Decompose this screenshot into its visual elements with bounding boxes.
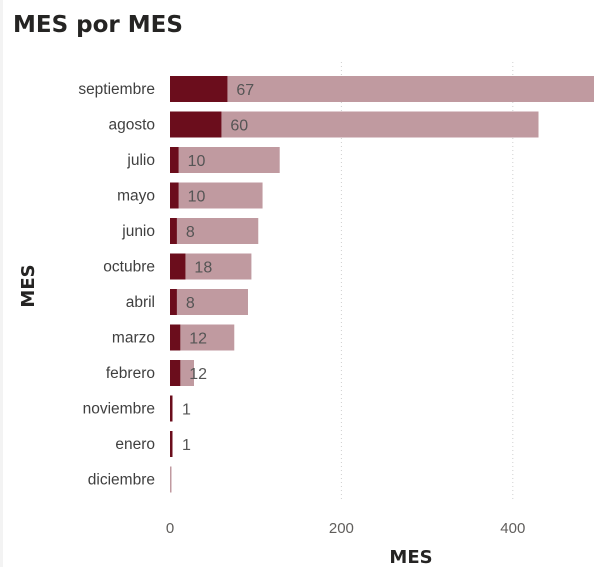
category-label-julio: julio xyxy=(126,152,155,169)
bar-bg-julio xyxy=(170,147,280,173)
category-label-agosto: agosto xyxy=(108,117,155,134)
category-label-mayo: mayo xyxy=(117,188,155,205)
category-label-enero: enero xyxy=(115,436,155,453)
category-label-noviembre: noviembre xyxy=(83,401,155,418)
data-label-septiembre: 67 xyxy=(236,82,254,99)
data-label-febrero: 12 xyxy=(189,366,207,383)
category-label-septiembre: septiembre xyxy=(78,81,155,98)
bar-abril xyxy=(170,289,177,315)
chart-title: MES por MES xyxy=(13,12,183,38)
data-label-junio: 8 xyxy=(186,224,195,241)
data-label-noviembre: 1 xyxy=(182,402,191,419)
bar-mayo xyxy=(170,182,179,209)
x-tick-label-1: 200 xyxy=(329,520,354,537)
bar-bg-junio xyxy=(170,218,259,244)
bar-septiembre xyxy=(170,76,228,102)
bar-febrero xyxy=(170,360,181,386)
category-label-febrero: febrero xyxy=(106,365,155,382)
bar-bg-marzo xyxy=(170,324,235,351)
y-axis-title: MES xyxy=(18,264,39,307)
bar-agosto xyxy=(170,111,222,138)
data-label-marzo: 12 xyxy=(189,331,207,348)
category-label-junio: junio xyxy=(121,223,155,240)
x-tick-label-2: 400 xyxy=(500,520,525,537)
x-tick-label-0: 0 xyxy=(166,520,174,537)
data-label-mayo: 10 xyxy=(188,189,206,206)
category-label-diciembre: diciembre xyxy=(88,472,155,489)
bar-bg-septiembre xyxy=(170,76,594,102)
data-label-agosto: 60 xyxy=(230,118,248,135)
data-label-julio: 10 xyxy=(188,153,206,170)
bar-bg-abril xyxy=(170,289,248,315)
bar-enero xyxy=(170,431,173,457)
visual-left-edge xyxy=(0,0,3,567)
bar-julio xyxy=(170,147,179,173)
data-label-enero: 1 xyxy=(182,437,191,454)
bar-bg-diciembre xyxy=(170,466,172,493)
bar-marzo xyxy=(170,324,181,351)
x-axis-title: MES xyxy=(389,547,432,567)
bar-bg-agosto xyxy=(170,111,539,138)
bar-noviembre xyxy=(170,395,173,422)
data-label-octubre: 18 xyxy=(194,260,212,277)
bar-junio xyxy=(170,218,177,244)
bar-octubre xyxy=(170,253,186,280)
category-label-octubre: octubre xyxy=(103,259,155,276)
category-label-marzo: marzo xyxy=(112,330,155,347)
bar-bg-mayo xyxy=(170,182,263,209)
data-label-abril: 8 xyxy=(186,295,195,312)
category-label-abril: abril xyxy=(126,294,155,311)
